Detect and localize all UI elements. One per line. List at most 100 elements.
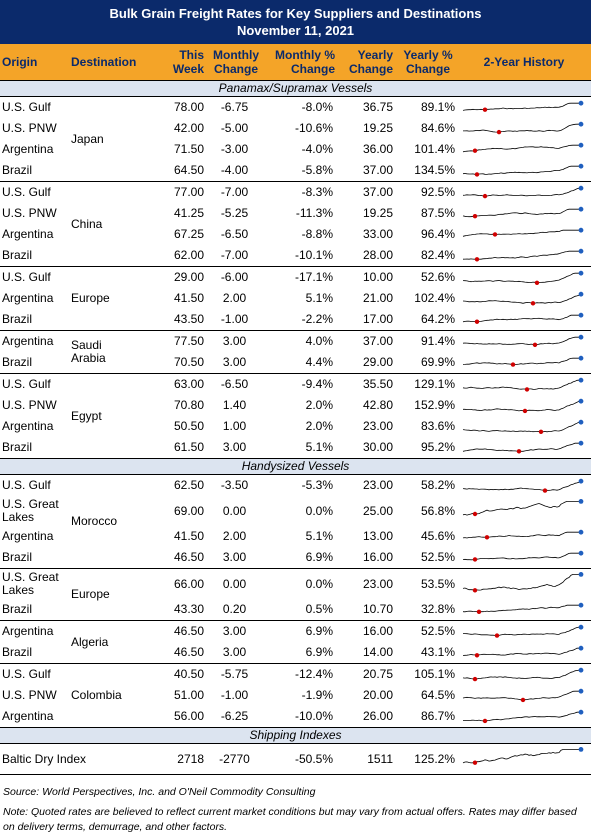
sparkline xyxy=(462,227,584,237)
data-row: U.S. Great Lakes Europe 66.00 0.00 0.0% 23.00… xyxy=(0,568,591,621)
cell-this-week: 70.80 xyxy=(173,398,204,412)
cell-monthly-change: -7.00 xyxy=(220,248,249,262)
cell-monthly-pct: -8.8% xyxy=(301,227,333,241)
cell-monthly-change: 3.00 xyxy=(222,355,247,369)
cell-monthly-change: -6.75 xyxy=(220,100,249,114)
origin: Argentina xyxy=(0,330,69,352)
sparkline-path xyxy=(463,711,581,721)
cell-yearly-pct: 101.4% xyxy=(414,142,455,156)
cell-monthly-pct: -12.4% xyxy=(263,663,335,685)
destination: Saudi Arabia xyxy=(69,330,141,374)
footer: Source: World Perspectives, Inc. and O'N… xyxy=(0,774,591,835)
sparkline-marker xyxy=(578,419,584,425)
sparkline-path xyxy=(462,379,581,390)
sparkline-marker xyxy=(524,386,530,392)
section-row: Shipping Indexes xyxy=(0,727,591,744)
cell-monthly-change: -6.00 xyxy=(206,266,263,288)
column-header: Yearly Change xyxy=(335,44,395,81)
sparkline-marker xyxy=(578,667,584,673)
cell-monthly-pct: 5.1% xyxy=(305,440,333,454)
cell-this-week: 77.00 xyxy=(141,181,206,203)
cell-monthly-change: 3.00 xyxy=(222,550,247,564)
cell-monthly-pct: -10.0% xyxy=(294,709,333,723)
cell-this-week: 41.25 xyxy=(173,206,204,220)
cell-monthly-change: -5.75 xyxy=(206,663,263,685)
cell-monthly-pct: -11.3% xyxy=(295,206,333,220)
cell-monthly-pct: -2.2% xyxy=(301,312,333,326)
cell-monthly-pct: -5.3% xyxy=(301,478,333,492)
cell-yearly-change: 36.75 xyxy=(362,100,393,114)
sparkline-path xyxy=(463,123,581,133)
cell-this-week: 64.50 xyxy=(173,163,204,177)
cell-monthly-pct: 4.0% xyxy=(263,330,335,352)
sparkline-marker xyxy=(578,377,584,383)
sparkline-marker xyxy=(578,550,584,556)
cell-this-week: 41.50 xyxy=(173,291,204,305)
cell-yearly-pct: 52.6% xyxy=(395,266,457,288)
cell-yearly-pct: 125.2% xyxy=(414,751,455,766)
origin: U.S. Gulf xyxy=(2,478,51,492)
sparkline xyxy=(462,667,584,681)
destination: China xyxy=(69,181,141,267)
cell-yearly-change: 13.00 xyxy=(362,529,393,543)
sparkline-marker xyxy=(492,231,498,237)
cell-monthly-change: -6.25 xyxy=(220,709,249,723)
cell-monthly-pct: 0.0% xyxy=(263,568,335,599)
sparkline xyxy=(462,747,584,765)
origin: U.S. Great Lakes xyxy=(0,568,69,599)
history xyxy=(457,706,591,728)
sparkline xyxy=(462,572,584,593)
sparkline xyxy=(462,645,584,657)
cell-yearly-pct: 95.2% xyxy=(420,440,455,454)
sparkline xyxy=(462,142,584,153)
cell-monthly-pct: -1.9% xyxy=(301,688,333,702)
note: Note: Quoted rates are believed to refle… xyxy=(3,806,577,833)
cell-yearly-pct: 129.1% xyxy=(395,373,457,395)
cell-this-week: 29.00 xyxy=(141,266,206,288)
sparkline-marker xyxy=(474,652,480,657)
data-row: U.S. Gulf Morocco 62.50 -3.50 -5.3% 23.00 58.2… xyxy=(0,475,591,528)
sparkline-path xyxy=(462,293,582,304)
sparkline-marker xyxy=(472,556,478,562)
destination-text: China xyxy=(71,216,103,231)
history xyxy=(457,181,591,203)
sparkline xyxy=(462,270,584,285)
destination-text: Egypt xyxy=(71,408,102,423)
cell-monthly-pct: -50.5% xyxy=(294,751,333,766)
sparkline-path xyxy=(462,604,581,612)
destination: Europe xyxy=(69,266,141,331)
cell-monthly-pct: -5.8% xyxy=(301,163,333,177)
cell-yearly-pct: 52.5% xyxy=(420,550,455,564)
history xyxy=(457,160,591,182)
cell-this-week: 61.50 xyxy=(173,440,204,454)
sparkline xyxy=(462,688,584,702)
cell-this-week: 50.50 xyxy=(173,419,204,433)
column-header-text: Monthly Change xyxy=(213,48,259,76)
sparkline-marker xyxy=(578,270,584,276)
cell-monthly-pct: -4.0% xyxy=(301,142,333,156)
origin: Brazil xyxy=(2,440,33,454)
column-header-text: 2-Year History xyxy=(483,55,565,69)
section-title: Handysized Vessels xyxy=(0,458,591,475)
destination: Morocco xyxy=(69,475,141,569)
cell-yearly-pct: 58.2% xyxy=(420,478,455,492)
sparkline-marker xyxy=(578,206,584,212)
sparkline-path xyxy=(462,208,581,217)
data-row: U.S. Gulf Egypt 63.00 -6.50 -9.4% 35.50 129.1% xyxy=(0,373,591,459)
sparkline xyxy=(462,100,584,112)
cell-yearly-pct: 134.5% xyxy=(414,163,455,177)
cell-monthly-change: 0.20 xyxy=(222,602,247,616)
cell-yearly-change: 42.80 xyxy=(362,398,393,412)
cell-yearly-change: 19.25 xyxy=(362,121,393,135)
history xyxy=(457,203,591,224)
sparkline-path xyxy=(462,669,581,680)
sparkline-marker xyxy=(522,408,528,413)
sparkline-path xyxy=(462,165,581,175)
history xyxy=(457,309,591,331)
sparkline-marker xyxy=(482,718,488,723)
sparkline xyxy=(462,550,584,562)
origin: U.S. PNW xyxy=(2,206,57,220)
history xyxy=(457,526,591,547)
sparkline-marker xyxy=(578,572,584,577)
cell-yearly-change: 23.00 xyxy=(362,478,393,492)
